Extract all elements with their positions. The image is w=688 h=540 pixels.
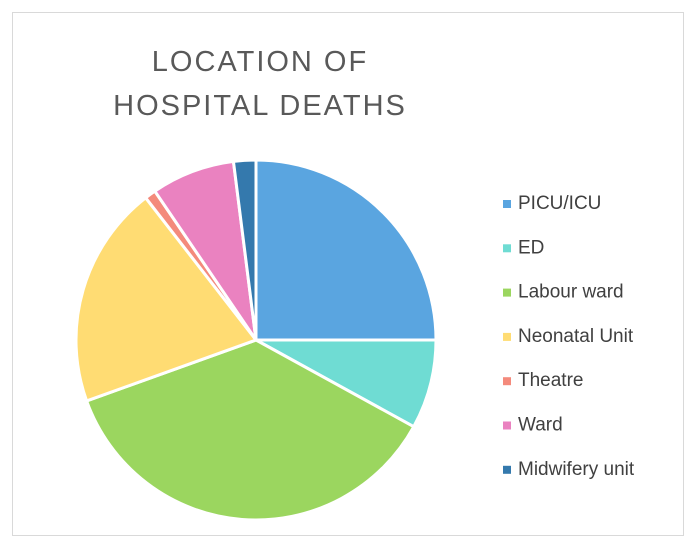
- legend-swatch: [503, 377, 511, 386]
- legend-label: ED: [518, 237, 544, 258]
- chart-title: LOCATION OF HOSPITAL DEATHS: [113, 46, 407, 122]
- legend-label: Labour ward: [518, 282, 624, 303]
- legend-label: Ward: [518, 415, 563, 436]
- legend-label: Theatre: [518, 370, 583, 391]
- legend-swatch: [503, 465, 511, 474]
- legend-swatch: [503, 244, 511, 253]
- chart-frame: [12, 12, 684, 536]
- pie-slice: [84, 338, 416, 522]
- pie-slice: [231, 158, 258, 341]
- pie-slice: [74, 195, 259, 403]
- legend-swatch: [503, 200, 511, 208]
- legend-label: PICU/ICU: [518, 193, 601, 214]
- legend-swatch: [503, 332, 511, 341]
- pie-slice: [255, 338, 438, 429]
- legend-label: Midwifery unit: [518, 459, 635, 480]
- legend-swatch: [503, 288, 511, 297]
- pie-slice: [254, 158, 438, 342]
- legend-label: Neonatal Unit: [518, 326, 634, 347]
- legend-swatch: [503, 421, 511, 430]
